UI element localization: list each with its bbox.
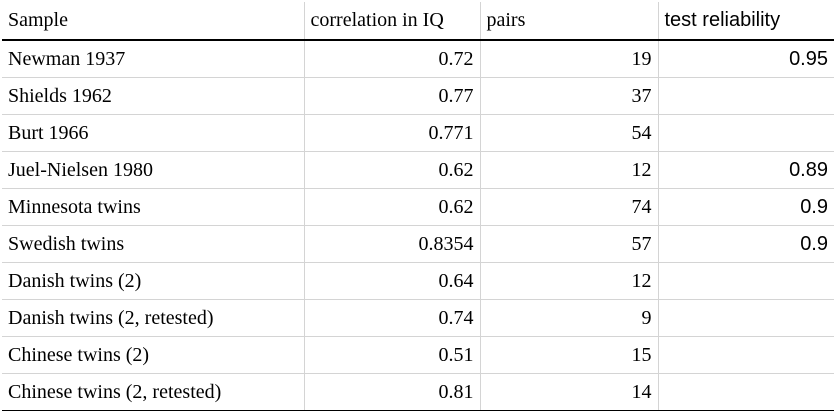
cell-pairs[interactable]: 74 bbox=[480, 188, 659, 226]
cell-pairs[interactable]: 12 bbox=[480, 262, 659, 300]
cell-pairs[interactable]: 19 bbox=[480, 40, 659, 78]
cell-test-reliability[interactable]: 0.9 bbox=[658, 188, 834, 226]
cell-correlation[interactable]: 0.51 bbox=[304, 336, 481, 374]
cell-test-reliability[interactable]: 0.95 bbox=[658, 40, 834, 78]
cell-test-reliability[interactable]: 0.9 bbox=[658, 225, 834, 263]
table-row: Chinese twins (2, retested) 0.81 14 bbox=[2, 373, 834, 411]
spreadsheet-table: Sample correlation in IQ pairs test reli… bbox=[2, 2, 834, 411]
column-header-pairs[interactable]: pairs bbox=[480, 2, 659, 41]
table-row: Juel-Nielsen 1980 0.62 12 0.89 bbox=[2, 151, 834, 189]
cell-pairs[interactable]: 12 bbox=[480, 151, 659, 189]
table-row: Burt 1966 0.771 54 bbox=[2, 114, 834, 152]
table-row: Shields 1962 0.77 37 bbox=[2, 77, 834, 115]
cell-test-reliability[interactable] bbox=[658, 373, 834, 411]
cell-correlation[interactable]: 0.77 bbox=[304, 77, 481, 115]
cell-test-reliability[interactable] bbox=[658, 77, 834, 115]
table-row: Swedish twins 0.8354 57 0.9 bbox=[2, 225, 834, 263]
cell-correlation[interactable]: 0.62 bbox=[304, 151, 481, 189]
cell-test-reliability[interactable] bbox=[658, 262, 834, 300]
column-header-sample[interactable]: Sample bbox=[2, 2, 305, 41]
cell-sample[interactable]: Shields 1962 bbox=[2, 77, 305, 115]
cell-pairs[interactable]: 14 bbox=[480, 373, 659, 411]
table-row: Chinese twins (2) 0.51 15 bbox=[2, 336, 834, 374]
cell-correlation[interactable]: 0.64 bbox=[304, 262, 481, 300]
cell-sample[interactable]: Chinese twins (2, retested) bbox=[2, 373, 305, 411]
column-header-correlation[interactable]: correlation in IQ bbox=[304, 2, 481, 41]
cell-test-reliability[interactable] bbox=[658, 299, 834, 337]
table-row: Danish twins (2) 0.64 12 bbox=[2, 262, 834, 300]
column-header-test-reliability[interactable]: test reliability bbox=[658, 2, 834, 41]
cell-correlation[interactable]: 0.771 bbox=[304, 114, 481, 152]
cell-sample[interactable]: Newman 1937 bbox=[2, 40, 305, 78]
cell-test-reliability[interactable] bbox=[658, 336, 834, 374]
cell-test-reliability[interactable]: 0.89 bbox=[658, 151, 834, 189]
header-row: Sample correlation in IQ pairs test reli… bbox=[2, 2, 834, 41]
cell-correlation[interactable]: 0.81 bbox=[304, 373, 481, 411]
cell-pairs[interactable]: 15 bbox=[480, 336, 659, 374]
cell-correlation[interactable]: 0.8354 bbox=[304, 225, 481, 263]
cell-sample[interactable]: Burt 1966 bbox=[2, 114, 305, 152]
cell-sample[interactable]: Juel-Nielsen 1980 bbox=[2, 151, 305, 189]
cell-pairs[interactable]: 37 bbox=[480, 77, 659, 115]
cell-correlation[interactable]: 0.72 bbox=[304, 40, 481, 78]
cell-sample[interactable]: Chinese twins (2) bbox=[2, 336, 305, 374]
cell-pairs[interactable]: 57 bbox=[480, 225, 659, 263]
table-row: Danish twins (2, retested) 0.74 9 bbox=[2, 299, 834, 337]
cell-correlation[interactable]: 0.62 bbox=[304, 188, 481, 226]
cell-sample[interactable]: Minnesota twins bbox=[2, 188, 305, 226]
cell-sample[interactable]: Swedish twins bbox=[2, 225, 305, 263]
cell-pairs[interactable]: 9 bbox=[480, 299, 659, 337]
cell-correlation[interactable]: 0.74 bbox=[304, 299, 481, 337]
table-row: Newman 1937 0.72 19 0.95 bbox=[2, 40, 834, 78]
cell-test-reliability[interactable] bbox=[658, 114, 834, 152]
cell-pairs[interactable]: 54 bbox=[480, 114, 659, 152]
table-row: Minnesota twins 0.62 74 0.9 bbox=[2, 188, 834, 226]
cell-sample[interactable]: Danish twins (2, retested) bbox=[2, 299, 305, 337]
cell-sample[interactable]: Danish twins (2) bbox=[2, 262, 305, 300]
